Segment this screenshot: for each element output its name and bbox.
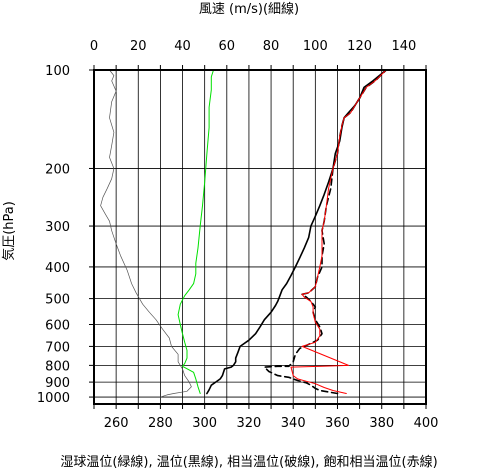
x-bottom-tick-label: 380 bbox=[369, 416, 394, 431]
x-bottom-tick-label: 320 bbox=[237, 416, 262, 431]
x-bottom-tick-label: 300 bbox=[192, 416, 217, 431]
x-bottom-tick-label: 260 bbox=[104, 416, 129, 431]
y-tick-label: 1000 bbox=[37, 391, 70, 406]
y-tick-label: 900 bbox=[45, 376, 70, 391]
y-tick-label: 700 bbox=[45, 340, 70, 355]
top-axis-title: 風速 (m/s)(細線) bbox=[199, 1, 299, 17]
series-line-theta-e bbox=[263, 69, 388, 395]
x-bottom-tick-label: 400 bbox=[414, 416, 439, 431]
y-tick-label: 300 bbox=[45, 220, 70, 235]
y-tick-label: 500 bbox=[45, 293, 70, 308]
x-top-tick-label: 100 bbox=[303, 39, 328, 54]
tick-labels: 260 280 300 320 340 360 380 400 0 20 40 60 80 100 120 1… bbox=[37, 39, 439, 431]
x-top-tick-label: 80 bbox=[263, 39, 280, 54]
x-top-tick-label: 120 bbox=[347, 39, 372, 54]
x-top-tick-label: 20 bbox=[130, 39, 147, 54]
x-top-tick-label: 60 bbox=[219, 39, 236, 54]
series-line-wet-bulb bbox=[177, 69, 214, 394]
series-line-wind bbox=[100, 69, 192, 398]
x-top-tick-label: 40 bbox=[174, 39, 191, 54]
y-tick-label: 200 bbox=[45, 162, 70, 177]
series-layer bbox=[100, 69, 388, 398]
grid bbox=[94, 69, 426, 404]
x-bottom-tick-label: 360 bbox=[325, 416, 350, 431]
bottom-axis-title: 湿球温位(緑線), 温位(黒線), 相当温位(破線), 飽和相当温位(赤線) bbox=[60, 454, 437, 470]
x-top-tick-label: 0 bbox=[90, 39, 98, 54]
x-top-tick-label: 140 bbox=[391, 39, 416, 54]
series-line-theta-es bbox=[290, 69, 387, 394]
y-tick-label: 400 bbox=[45, 261, 70, 276]
y-tick-label: 800 bbox=[45, 359, 70, 374]
plot-frame bbox=[93, 69, 427, 405]
y-tick-label: 100 bbox=[45, 64, 70, 79]
y-tick-label: 600 bbox=[45, 319, 70, 334]
x-bottom-tick-label: 280 bbox=[148, 416, 173, 431]
x-bottom-tick-label: 340 bbox=[281, 416, 306, 431]
left-axis-title: 気圧(hPa) bbox=[1, 201, 17, 261]
